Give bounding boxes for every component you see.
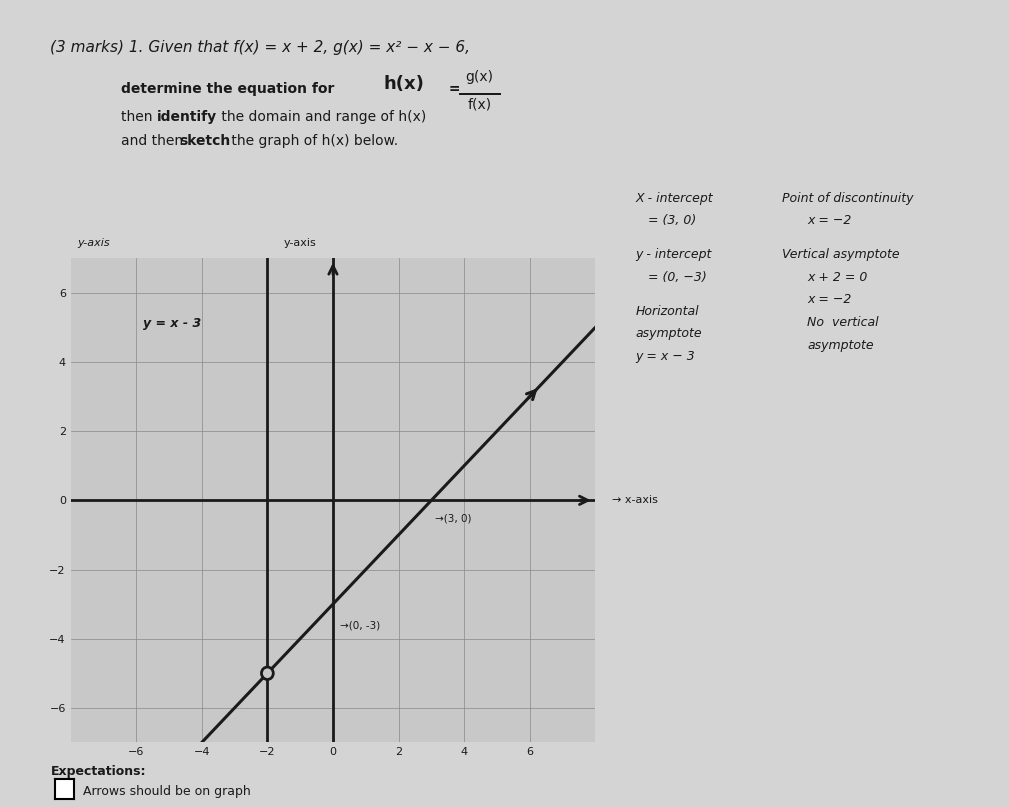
Text: y = x - 3: y = x - 3 — [143, 317, 201, 330]
Text: No  vertical: No vertical — [807, 316, 879, 329]
Text: y-axis: y-axis — [77, 238, 110, 248]
Text: asymptote: asymptote — [807, 339, 874, 352]
Text: = (3, 0): = (3, 0) — [636, 215, 696, 228]
Text: =: = — [444, 82, 465, 96]
Text: Point of discontinuity: Point of discontinuity — [782, 192, 913, 205]
Text: y-axis: y-axis — [284, 238, 317, 248]
Text: determine the equation for: determine the equation for — [121, 82, 344, 96]
Text: identify: identify — [156, 110, 217, 124]
Text: the graph of h(x) below.: the graph of h(x) below. — [227, 134, 399, 148]
Text: h(x): h(x) — [383, 75, 425, 93]
Text: g(x): g(x) — [465, 69, 493, 84]
Text: Horizontal: Horizontal — [636, 305, 699, 318]
Circle shape — [261, 667, 273, 679]
Text: y = x − 3: y = x − 3 — [636, 350, 695, 363]
Text: and then: and then — [121, 134, 192, 148]
Text: Expectations:: Expectations: — [50, 765, 146, 778]
Text: then: then — [121, 110, 161, 124]
Text: the domain and range of h(x): the domain and range of h(x) — [217, 110, 426, 124]
Text: asymptote: asymptote — [636, 328, 702, 341]
Text: → x-axis: → x-axis — [611, 495, 658, 505]
Text: →(0, -3): →(0, -3) — [339, 621, 379, 630]
Text: = (0, −3): = (0, −3) — [636, 271, 706, 284]
Text: x = −2: x = −2 — [807, 294, 852, 307]
Text: X - intercept: X - intercept — [636, 192, 713, 205]
Text: (3 marks) 1. Given that f(x) = x + 2, g(x) = x² − x − 6,: (3 marks) 1. Given that f(x) = x + 2, g(… — [50, 40, 470, 56]
Text: sketch: sketch — [180, 134, 231, 148]
Text: Arrows should be on graph: Arrows should be on graph — [83, 785, 250, 798]
Text: f(x): f(x) — [467, 98, 491, 112]
Text: x = −2: x = −2 — [807, 215, 852, 228]
Text: y - intercept: y - intercept — [636, 249, 712, 261]
Text: Vertical asymptote: Vertical asymptote — [782, 249, 900, 261]
Text: →(3, 0): →(3, 0) — [435, 513, 471, 523]
Text: x + 2 = 0: x + 2 = 0 — [807, 271, 868, 284]
